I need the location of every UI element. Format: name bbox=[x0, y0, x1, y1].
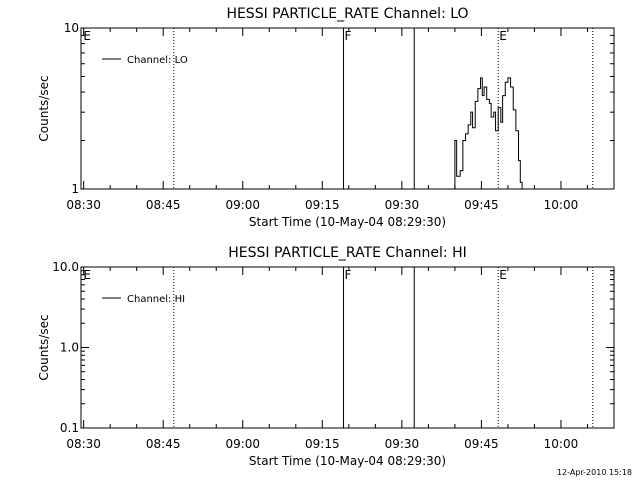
marker-label-e: E bbox=[499, 29, 507, 43]
chart-title: HESSI PARTICLE_RATE Channel: HI bbox=[228, 245, 466, 261]
marker-label-f: F bbox=[345, 268, 352, 282]
x-tick-label: 09:45 bbox=[464, 198, 499, 212]
x-axis-label: Start Time (10-May-04 08:29:30) bbox=[249, 454, 446, 468]
y-axis-label: Counts/sec bbox=[37, 75, 51, 141]
x-tick-label: 09:45 bbox=[464, 437, 499, 451]
x-tick-label: 09:00 bbox=[225, 437, 260, 451]
legend-label: Channel: HI bbox=[127, 294, 185, 305]
chart-panel-1: HESSI PARTICLE_RATE Channel: LO Counts/se… bbox=[37, 6, 615, 229]
marker-label-e: E bbox=[499, 268, 507, 282]
x-tick-label: 09:00 bbox=[225, 198, 260, 212]
marker-label-f: F bbox=[345, 29, 352, 43]
x-tick-label: 10:00 bbox=[544, 437, 579, 451]
x-tick-label: 09:15 bbox=[305, 437, 340, 451]
series-line-1 bbox=[454, 77, 523, 189]
chart-title: HESSI PARTICLE_RATE Channel: LO bbox=[226, 6, 468, 22]
footer-timestamp: 12-Apr-2010 15:18 bbox=[557, 468, 632, 477]
x-tick-label: 10:00 bbox=[544, 198, 579, 212]
x-tick-label: 08:45 bbox=[146, 437, 181, 451]
x-tick-label: 09:15 bbox=[305, 198, 340, 212]
x-tick-label: 09:30 bbox=[385, 198, 420, 212]
x-axis-label: Start Time (10-May-04 08:29:30) bbox=[249, 215, 446, 229]
x-tick-label: 08:30 bbox=[66, 198, 101, 212]
plot-frame bbox=[80, 27, 615, 190]
y-axis-label: Counts/sec bbox=[37, 314, 51, 380]
legend-label: Channel: LO bbox=[127, 55, 188, 66]
y-tick-label: 0.1 bbox=[60, 421, 79, 435]
marker-label-e: E bbox=[83, 29, 91, 43]
y-tick-label: 10.0 bbox=[52, 260, 79, 274]
chart-panel-2: HESSI PARTICLE_RATE Channel: HI Counts/se… bbox=[37, 245, 615, 468]
y-tick-label: 1 bbox=[71, 182, 79, 196]
y-tick-label: 10 bbox=[64, 21, 79, 35]
x-tick-label: 08:30 bbox=[66, 437, 101, 451]
x-tick-label: 08:45 bbox=[146, 198, 181, 212]
plot-frame bbox=[80, 266, 615, 429]
y-tick-label: 1.0 bbox=[60, 341, 79, 355]
marker-label-e: E bbox=[83, 268, 91, 282]
x-tick-label: 09:30 bbox=[385, 437, 420, 451]
